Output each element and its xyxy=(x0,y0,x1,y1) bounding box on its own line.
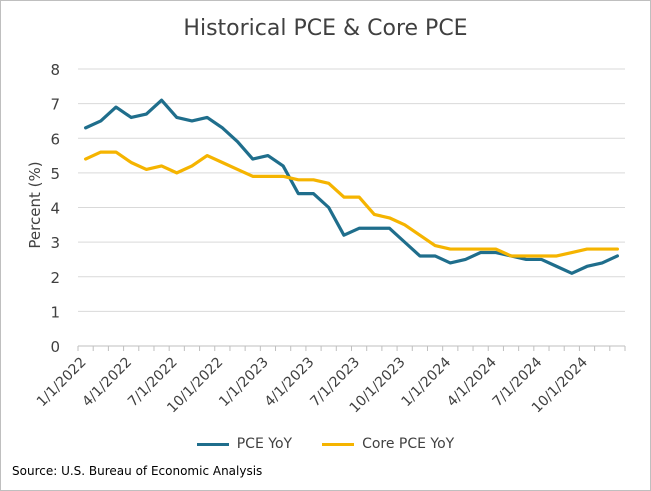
y-tick-label: 1 xyxy=(50,303,60,321)
series-line-core-pce xyxy=(83,150,620,258)
legend-label-core-pce: Core PCE YoY xyxy=(362,436,455,452)
series-line-pce xyxy=(83,98,620,275)
y-tick-label: 4 xyxy=(50,200,60,218)
y-tick-label: 7 xyxy=(50,96,60,114)
y-tick-label: 3 xyxy=(50,234,60,252)
y-tick-label: 6 xyxy=(50,130,60,148)
legend-swatch-pce xyxy=(196,442,229,446)
axes: 0123456781/1/20224/1/20227/1/202210/1/20… xyxy=(34,61,626,416)
legend-swatch-core-pce xyxy=(322,442,355,446)
legend: PCE YoY Core PCE YoY xyxy=(0,436,651,452)
series-lines xyxy=(83,98,620,275)
source-note: Source: U.S. Bureau of Economic Analysis xyxy=(12,464,263,478)
legend-label-pce: PCE YoY xyxy=(236,436,293,452)
y-tick-label: 0 xyxy=(50,338,60,356)
legend-item-core-pce: Core PCE YoY xyxy=(322,436,454,452)
chart-title: Historical PCE & Core PCE xyxy=(183,16,468,41)
y-tick-label: 8 xyxy=(50,61,60,79)
legend-item-pce: PCE YoY xyxy=(196,436,293,452)
y-tick-label: 5 xyxy=(50,165,60,183)
grid-lines xyxy=(78,68,625,312)
y-tick-label: 2 xyxy=(50,269,60,287)
y-axis-label: Percent (%) xyxy=(26,161,44,248)
